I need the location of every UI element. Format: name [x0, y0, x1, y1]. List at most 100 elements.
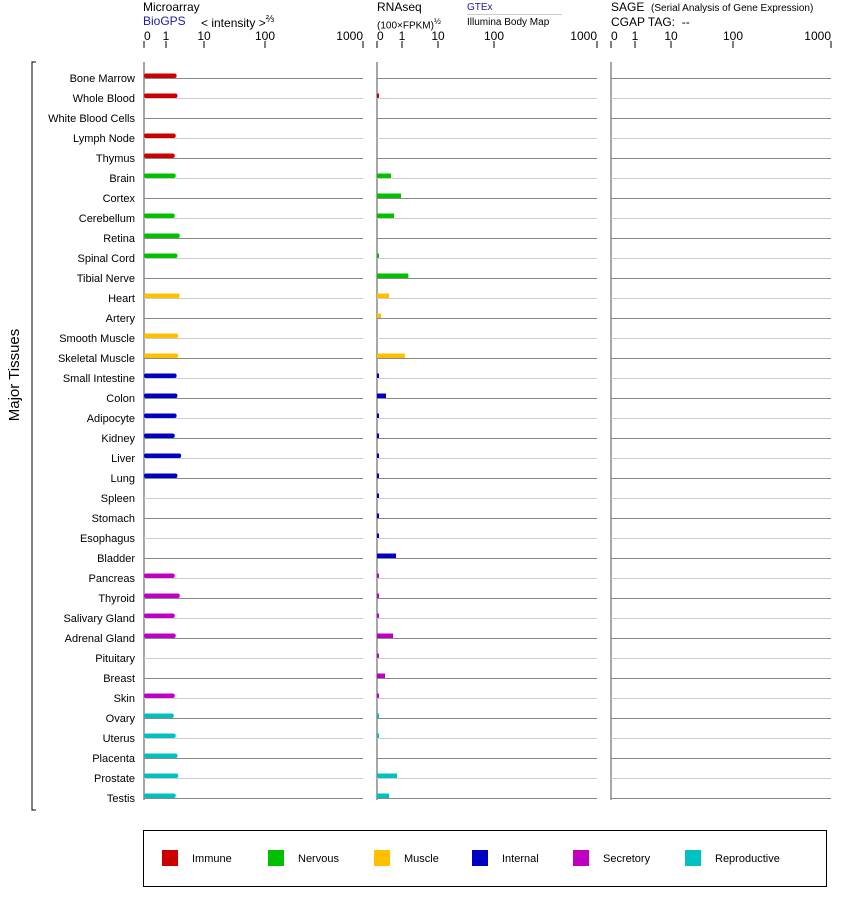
unit-text: (100×FPKM) — [377, 20, 434, 32]
legend-label: Immune — [192, 853, 232, 865]
bar-rnaseq — [377, 533, 379, 538]
legend-label: Muscle — [404, 853, 439, 865]
tissue-label: Stomach — [92, 513, 135, 525]
tick-label: 10 — [664, 29, 678, 43]
bar-rnaseq — [377, 673, 385, 678]
bar-microarray — [144, 733, 176, 738]
tick-label: 100 — [484, 29, 504, 43]
tissue-bracket — [31, 61, 36, 811]
cgap-tag: CGAP TAG: -- — [611, 15, 690, 29]
tick-label: 1000 — [570, 29, 597, 43]
tissue-label: Artery — [106, 313, 136, 325]
bar-rnaseq — [377, 193, 401, 198]
sage-subtitle: (Serial Analysis of Gene Expression) — [651, 3, 814, 14]
sage-title-text: SAGE — [611, 0, 645, 14]
tissue-label: Brain — [109, 173, 135, 185]
tissue-label: Skin — [114, 693, 135, 705]
tissue-label: Pancreas — [89, 573, 136, 585]
tick-label: 1 — [632, 29, 639, 43]
bar-rnaseq — [377, 553, 396, 558]
bar-rnaseq — [377, 593, 379, 598]
gtex-link[interactable]: GTEx — [467, 2, 562, 15]
tissue-label: Pituitary — [95, 653, 135, 665]
legend-swatch — [374, 850, 390, 866]
bar-microarray — [144, 753, 178, 758]
bar-rnaseq — [377, 173, 391, 178]
bar-microarray — [144, 73, 177, 78]
tissue-label: Adrenal Gland — [65, 633, 135, 645]
tissue-label: Cerebellum — [79, 213, 135, 225]
bar-rnaseq — [377, 433, 379, 438]
bar-microarray — [144, 293, 180, 298]
tissue-label: Liver — [111, 453, 135, 465]
tick-label: 100 — [723, 29, 743, 43]
bar-microarray — [144, 473, 178, 478]
bar-microarray — [144, 693, 175, 698]
biogps-link[interactable]: BioGPS — [143, 14, 186, 28]
legend-swatch — [573, 850, 589, 866]
bar-microarray — [144, 573, 175, 578]
tissue-label: Bone Marrow — [70, 73, 135, 85]
bar-microarray — [144, 393, 178, 398]
bar-rnaseq — [377, 213, 394, 218]
bar-rnaseq — [377, 353, 405, 358]
tick-label: 10 — [431, 29, 445, 43]
tissue-label: Ovary — [106, 713, 136, 725]
tissue-label: Bladder — [97, 553, 135, 565]
bar-rnaseq — [377, 513, 379, 518]
tissue-label: Kidney — [101, 433, 135, 445]
bar-rnaseq — [377, 633, 393, 638]
bar-rnaseq — [377, 473, 379, 478]
tissue-label: Smooth Muscle — [59, 333, 135, 345]
rnaseq-unit: (100×FPKM)½ — [377, 16, 441, 31]
tick-label: 1000 — [336, 29, 363, 43]
legend-label: Reproductive — [715, 853, 780, 865]
legend-label: Internal — [502, 853, 539, 865]
tissue-label: Small Intestine — [63, 373, 135, 385]
bar-microarray — [144, 233, 180, 238]
bar-rnaseq — [377, 253, 379, 258]
bar-rnaseq — [377, 793, 389, 798]
tissue-label: Thymus — [96, 153, 136, 165]
tissue-label: Salivary Gland — [63, 613, 135, 625]
microarray-unit: < intensity >⅔ — [201, 14, 274, 30]
cgap-tag-label: CGAP TAG: — [611, 15, 676, 29]
tick-label: 0 — [144, 29, 151, 43]
tissue-label: Prostate — [94, 773, 135, 785]
tissue-label: Esophagus — [80, 533, 136, 545]
bar-microarray — [144, 793, 176, 798]
bar-rnaseq — [377, 413, 379, 418]
tissue-label: Breast — [103, 673, 135, 685]
tick-label: 1000 — [804, 29, 831, 43]
y-axis-label: Major Tissues — [6, 329, 23, 422]
legend-label: Secretory — [603, 853, 651, 865]
microarray-title: Microarray — [143, 0, 200, 14]
bar-rnaseq — [377, 93, 379, 98]
unit-exponent: ½ — [433, 16, 441, 26]
tick-label: 1 — [399, 29, 406, 43]
legend-swatch — [685, 850, 701, 866]
tissue-label: White Blood Cells — [48, 113, 135, 125]
bar-rnaseq — [377, 713, 379, 718]
tissue-label: Cortex — [103, 193, 136, 205]
bar-microarray — [144, 433, 175, 438]
legend-swatch — [268, 850, 284, 866]
bar-microarray — [144, 93, 178, 98]
tissue-label: Skeletal Muscle — [58, 353, 135, 365]
bar-rnaseq — [377, 773, 397, 778]
illumina-link[interactable]: Illumina Body Map — [467, 17, 550, 28]
unit-text: < intensity > — [201, 16, 266, 30]
tick-label: 10 — [197, 29, 211, 43]
legend-swatch — [162, 850, 178, 866]
tissue-label: Spinal Cord — [78, 253, 135, 265]
bar-microarray — [144, 353, 179, 358]
bar-rnaseq — [377, 293, 389, 298]
tissue-label: Adipocyte — [87, 413, 135, 425]
bar-microarray — [144, 453, 182, 458]
tick-label: 100 — [255, 29, 275, 43]
bar-microarray — [144, 153, 175, 158]
tissue-label: Lung — [111, 473, 135, 485]
tissue-label: Thyroid — [98, 593, 135, 605]
bar-microarray — [144, 373, 177, 378]
